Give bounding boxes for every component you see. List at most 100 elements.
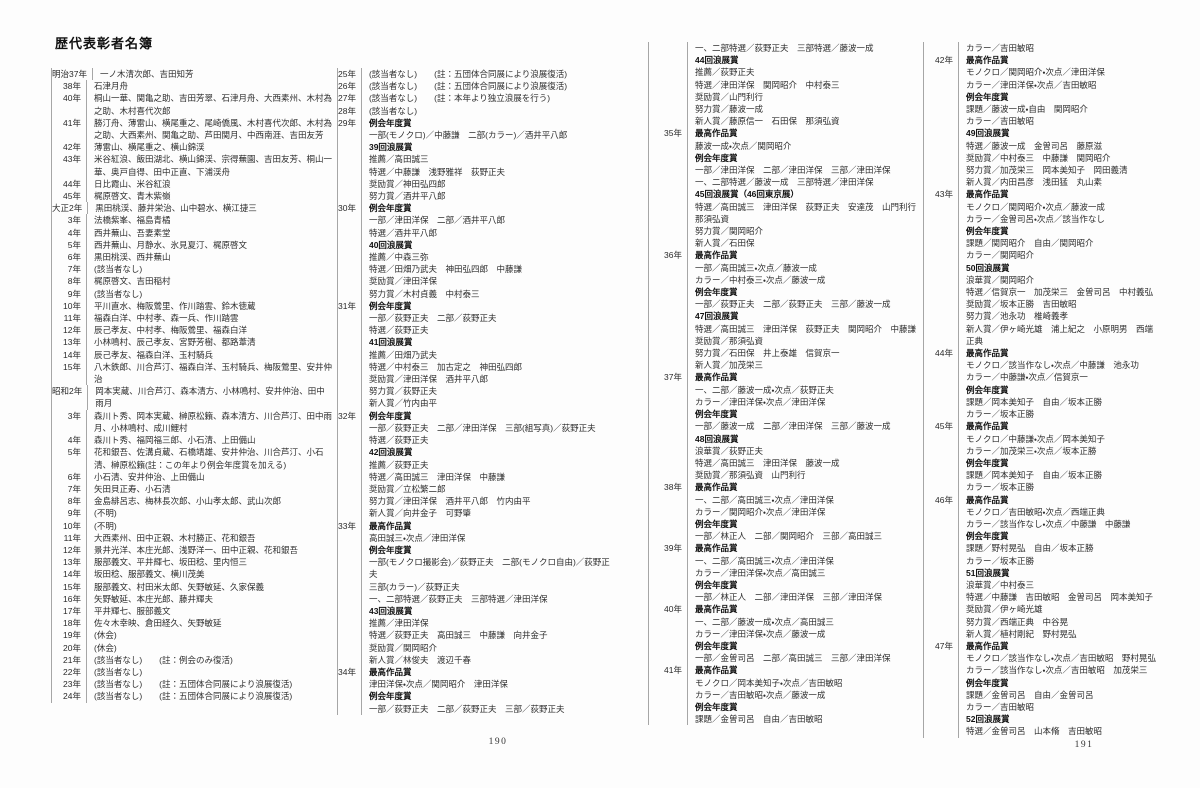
entry-content: 黒田桃渓、西井蕪山 [87,251,333,263]
recipients-line: 特選／金曽司呂 山本脩 吉田敏昭 [966,726,1103,737]
year-label: 17年 [52,604,87,618]
recipients-line: カラー／吉田敏昭 [966,43,1035,53]
award-category-heading: 最高作品賞 [966,640,1009,651]
recipients-line: 藤波一成・次点／関岡昭介 [695,140,792,151]
recipients-line: 課題／関岡昭介 自由／関岡昭介 [966,238,1094,249]
recipients-line: 新人賞／竹内由平 [368,398,437,409]
year-label: 大正2年 [52,202,89,215]
recipients-line: カラー／津田洋保・次点／津田洋保 [695,396,826,407]
entry-row: 5年 西井蕪山、月静水、氷見夏汀、梶原啓文 [52,238,333,252]
award-category-heading: 52回浪展賞 [966,714,1010,725]
recipients-line: 勝汀舟、薄雷山、横尾重之、尾崎僑風、木村喜代次郎、木村為之助、大西素州、関亀之助… [94,117,333,141]
entry-row: 16年 矢野敏延、本庄光郎、藤井輝夫 [52,592,333,605]
award-category-heading: 最高作品賞 [695,250,738,261]
year-label: 19年 [52,629,87,642]
entry-content: 辰己孝友、中村孝、梅阪鶯里、福森白洋 [87,324,333,336]
recipients-line: 一、二部／藤波一成・次点／高田誠三 [695,616,834,627]
recipients-line: 奨励賞／伊ヶ崎光雄 [966,604,1043,615]
recipients-line: モノクロ／関岡昭介・次点／津田洋保 [966,67,1105,78]
recipients-line: 特選／藤波一成 金曽司呂 藤原滋 [966,140,1103,151]
year-label: 7年 [52,482,87,496]
year-label: 14年 [52,568,87,581]
year-label: 18年 [52,617,87,630]
entry-content: 最高作品賞 モノクロ／関岡昭介・次点／津田洋保 カラー／津田洋保・次点／吉田敏昭 例会… [959,54,1158,188]
recipients-line: 奨励賞／津田洋保 酒井平八郎 [368,374,488,385]
year-label: 15年 [52,580,87,593]
award-category-heading: 例会年度賞 [695,640,738,651]
year-label: 4年 [52,434,87,447]
year-label: 6年 [52,251,87,264]
entry-content: 花和銀吾、佐溝貞蔵、石橋靖雄、安井仲治、川合芦汀、小石清、榊原松籟(註：この年よ… [87,446,333,470]
year-label: 11年 [52,312,87,325]
recipients-line: 新人賞／伊ヶ崎光雄 浦上紀之 小原明男 西端正典 [966,323,1154,346]
entry-row: 41年 勝汀舟、薄雷山、横尾重之、尾崎僑風、木村喜代次郎、木村為之助、大西素州、関… [52,116,333,142]
entry-row: 5年 花和銀吾、佐溝貞蔵、石橋靖雄、安井仲治、川合芦汀、小石清、榊原松籟(註：この… [52,446,333,471]
award-category-heading: 例会年度賞 [368,691,412,702]
award-category-heading: 例会年度賞 [966,91,1009,102]
recipients-line: 矢田貝正寿、小石清 [94,483,171,494]
year-label: 33年 [338,519,362,666]
recipients-line: 推薦／中森三弥 [368,252,429,263]
recipients-line: 津田洋保・次点／関岡昭介 津田洋保 [368,679,508,690]
recipients-line: 課題／藤波一成・自由 関岡昭介 [966,104,1088,115]
entry-content: 西井蕪山、吾妻素堂 [87,227,333,239]
recipients-line: 岡本実蔵、川合芦汀、森本清方、小林鳴村、安井仲治、田中雨月 [95,386,325,409]
recipients-line: 推薦／荻野正夫 [368,459,429,470]
recipients-line: 黒田桃渓、藤井栄治、山中碧水、横江捷三 [95,203,257,214]
recipients-line: 一部／津田洋保 二部／津田洋保 三部／津田洋保 [695,165,891,176]
year-label: 32年 [338,409,362,520]
year-label: 34年 [338,665,362,715]
recipients-line: カラー／津田洋保・次点／藤波一成 [695,628,826,639]
recipients-line: 浪華賞／荻野正夫 [695,445,764,456]
page-number-right: 191 [1074,740,1094,750]
entry-content: 辰己孝友、福森白洋、玉村騎兵 [87,349,333,361]
entry-content: 梶原啓文、吉田稲村 [87,275,333,287]
entry-row: 明治37年 一ノ木清次郎、吉田知芳 [52,68,333,81]
entry-row: 4年 森川ト秀、福岡福三郎、小石清、上田備山 [52,434,333,447]
year-label: 3年 [52,214,87,227]
entry-row: 14年 坂田稔、服部義文、横川茂美 [52,568,333,581]
year-label: 44年 [924,347,959,421]
column-1: 明治37年 一ノ木清次郎、吉田知芳 38年 石津月舟 40年 桐山一華、関亀之助、吉田芳翠… [51,68,333,703]
recipients-line: 一部／津田洋保 二部／酒井平八郎 [368,215,505,226]
year-label: 27年 [338,92,362,105]
year-label: 36年 [649,249,688,372]
recipients-line: 福森白洋、中村孝、森一兵、作川踏雲 [94,313,239,324]
year-label: 21年 [52,653,87,666]
recipients-line: (該当者なし) [94,264,143,275]
year-label: 46年 [924,493,959,640]
entry-row: 38年 最高作品賞 一、二部／高田誠三・次点／津田洋保 カラー／関岡昭介・次点／津田洋… [649,481,923,543]
entry-row: 15年 服部義文、村田米太郎、矢野敏延、久家保義 [52,580,333,593]
entry-row: 44年 日比霞山、米谷紅浪 [52,177,333,191]
entry-row: 42年 薄雷山、横尾重之、横山錦渓 [52,141,333,154]
entry-content: 例会年度賞 一部／荻野正夫 二部／津田洋保 三部(組写真)／荻野正夫 特選／荻野正夫… [362,410,611,520]
award-category-heading: 例会年度賞 [695,287,738,298]
recipients-line: 努力賞／加茂栄三 岡本美知子 岡田義清 [966,165,1128,176]
entry-content: (休会) [87,642,333,654]
recipients-line: (該当者なし) (註：例会のみ復活) [94,654,233,665]
entry-row: 34年 最高作品賞 津田洋保・次点／関岡昭介 津田洋保 例会年度賞 一部／荻野正夫 二部… [338,665,611,715]
entry-row: 17年 平井輝七、服部義文 [52,604,333,618]
award-category-heading: 例会年度賞 [966,384,1009,395]
recipients-line: 石津月舟 [94,81,129,92]
recipients-line: 黒田桃渓、西井蕪山 [94,252,171,263]
award-category-heading: 43回浪展賞 [368,605,413,616]
entry-row: 25年 (該当者なし) (註：五団体合同展により浪展復活) [338,68,611,81]
year-label: 23年 [52,678,87,691]
entry-row: 19年 (休会) [52,629,333,642]
year-label: 42年 [924,54,959,189]
recipients-line: 課題／金曽司呂 自由／吉田敏昭 [695,714,823,725]
recipients-line: 薄雷山、横尾重之、横山錦渓 [94,142,205,153]
entry-content: 最高作品賞 モノクロ／関岡昭介・次点／藤波一成 カラー／金曽司呂・次点／該当作なし例… [959,188,1158,347]
recipients-line: 米谷紅浪、飯田湖北、横山錦渓、宗得蕪園、吉田友芳、桐山一華、奥戸自得、田中正直、… [94,154,333,177]
award-category-heading: 40回浪展賞 [368,239,413,250]
recipients-line: 特選／高田誠三 津田洋保 荻野正夫 安達茂 山門利行 那須弘資 [695,201,925,224]
recipients-line: 三部(カラー)／荻野正夫 [368,581,460,592]
recipients-line: 高田誠三・次点／津田洋保 [368,532,466,543]
recipients-line: 八木鉄郎、川合芦汀、福森白洋、玉村騎兵、梅阪鶯里、安井仲治 [94,361,333,385]
recipients-line: (休会) [94,642,117,653]
entry-row: 6年 小石清、安井仲治、上田備山 [52,470,333,483]
recipients-line: 日比霞山、米谷紅浪 [94,178,171,189]
entry-content: 梶原啓文、青木紫嶺 [87,190,333,202]
recipients-line: カラー／加茂栄三・次点／坂本正勝 [966,445,1097,456]
